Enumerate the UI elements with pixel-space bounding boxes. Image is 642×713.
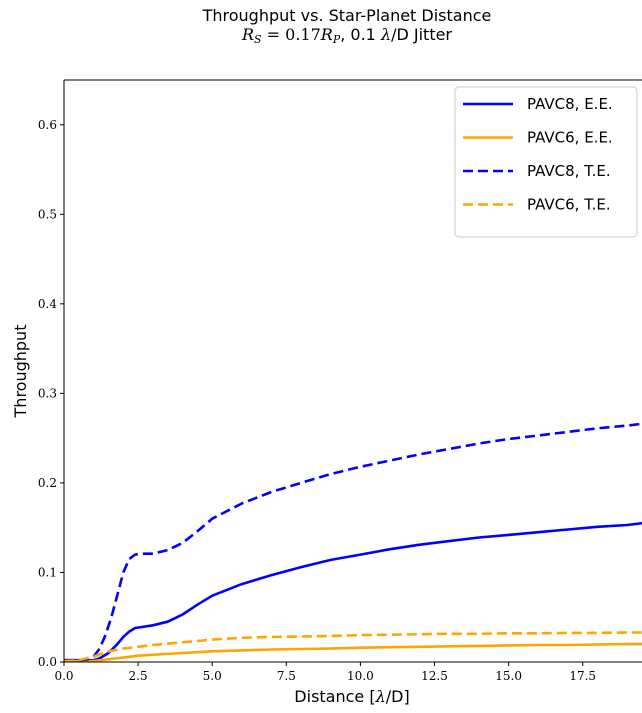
legend-label: PAVC8, E.E. xyxy=(527,95,613,113)
y-tick-label: 0.1 xyxy=(38,565,57,579)
y-tick-label: 0.3 xyxy=(38,386,57,400)
series-line-1 xyxy=(64,642,642,663)
x-tick-label: 10.0 xyxy=(347,669,374,683)
legend-label: PAVC6, E.E. xyxy=(527,129,613,147)
x-tick-label: 15.0 xyxy=(495,669,522,683)
x-tick-label: 7.5 xyxy=(277,669,296,683)
y-tick-label: 0.4 xyxy=(38,297,57,311)
legend-box xyxy=(454,86,638,238)
x-tick-label: 2.5 xyxy=(129,669,148,683)
x-tick-label: 0.0 xyxy=(54,669,73,683)
legend: PAVC8, E.E. PAVC6, E.E. PAVC8, T.E. PAVC6, … xyxy=(454,86,638,238)
x-ticks: 0.0 2.5 5.0 7.5 10.0 12.5 15.0 17.5 xyxy=(54,662,596,683)
y-axis-label: Throughput xyxy=(11,325,30,419)
chart-subtitle: RS = 0.17RP, 0.1 λ/D Jitter xyxy=(241,25,452,46)
x-axis-label: Distance [λ/D] xyxy=(294,687,409,706)
series-lines xyxy=(64,422,642,663)
y-tick-label: 0.2 xyxy=(38,476,57,490)
y-tick-label: 0.6 xyxy=(38,118,57,132)
y-tick-label: 0.0 xyxy=(38,655,57,669)
y-ticks: 0.0 0.1 0.2 0.3 0.4 0.5 0.6 xyxy=(38,118,64,669)
series-line-0 xyxy=(64,521,642,662)
x-tick-label: 17.5 xyxy=(569,669,596,683)
legend-label: PAVC8, T.E. xyxy=(527,162,611,180)
x-tick-label: 5.0 xyxy=(203,669,222,683)
chart-title: Throughput vs. Star-Planet Distance xyxy=(202,6,492,25)
x-tick-label: 12.5 xyxy=(421,669,448,683)
y-tick-label: 0.5 xyxy=(38,207,57,221)
series-line-2 xyxy=(64,422,642,662)
plot-area: 0.0 2.5 5.0 7.5 10.0 12.5 15.0 17.5 0.00.10.20.… xyxy=(38,79,642,683)
series-line-3 xyxy=(64,631,642,663)
legend-label: PAVC6, T.E. xyxy=(527,196,611,214)
